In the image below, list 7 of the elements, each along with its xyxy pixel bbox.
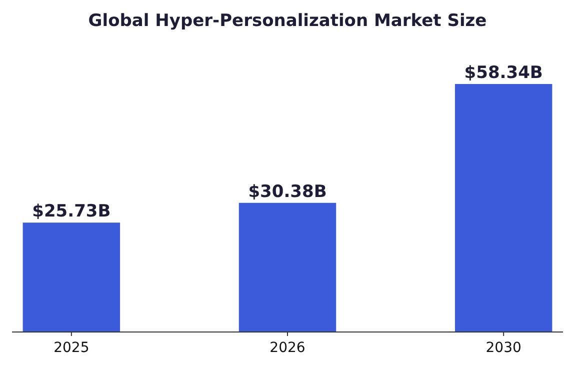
x-tick-label: 2025 — [54, 340, 90, 356]
data-label: $25.73B — [32, 202, 111, 222]
data-label: $58.34B — [464, 63, 543, 83]
chart-title: Global Hyper-Personalization Market Size — [88, 11, 487, 31]
x-tick-label: 2030 — [486, 340, 522, 356]
data-label: $30.38B — [248, 182, 327, 202]
x-tick-label: 2026 — [270, 340, 306, 356]
